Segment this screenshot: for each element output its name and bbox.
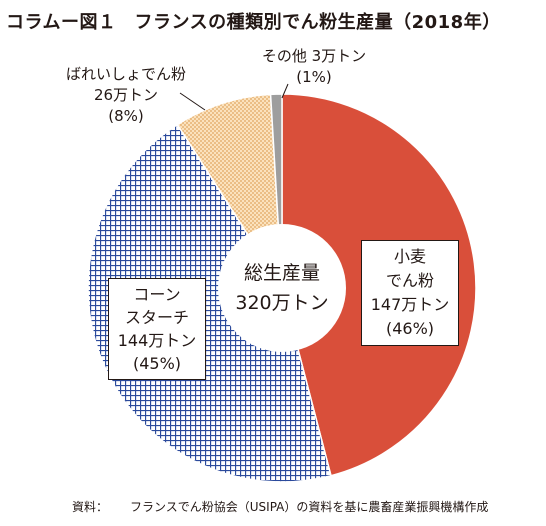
label-wheat-starch: 小麦 でん粉 147万トン (46%) — [361, 240, 459, 346]
corn-line2: スターチ — [124, 308, 189, 327]
other-line1: その他 3万トン — [261, 47, 367, 65]
center-line2: 320万トン — [235, 292, 329, 314]
potato-line2: 26万トン — [93, 86, 159, 104]
wheat-line2: でん粉 — [385, 271, 434, 290]
other-leader-line — [281, 83, 289, 99]
center-line1: 総生産量 — [243, 262, 320, 284]
wheat-line3: 147万トン — [370, 295, 450, 314]
label-corn-starch: コーン スターチ 144万トン (45%) — [108, 278, 206, 380]
title-text: フランスの種類別でん粉生産量（2018年） — [134, 12, 501, 33]
potato-leader-line — [179, 92, 206, 111]
donut-hole — [218, 224, 346, 352]
corn-line1: コーン — [133, 285, 181, 304]
corn-line3: 144万トン — [117, 331, 197, 350]
label-other: その他 3万トン (1%) — [244, 46, 384, 88]
center-total-label: 総生産量 320万トン — [222, 258, 342, 318]
chart-title: コラムー図１ フランスの種類別でん粉生産量（2018年） — [6, 8, 501, 34]
wheat-line1: 小麦 — [393, 247, 426, 266]
figure-number: コラムー図１ — [6, 12, 117, 33]
slice-corn-starch — [87, 123, 332, 483]
other-line2: (1%) — [296, 68, 332, 86]
wheat-line4: (46%) — [385, 319, 435, 338]
source-label: 資料： — [72, 500, 109, 514]
source-note: 資料： フランスでん粉協会（USIPA）の資料を基に農畜産業振興機構作成 — [72, 498, 488, 515]
source-text: フランスでん粉協会（USIPA）の資料を基に農畜産業振興機構作成 — [130, 500, 489, 514]
label-potato-starch: ばれいしょでん粉 26万トン (8%) — [56, 64, 196, 127]
corn-line4: (45%) — [132, 354, 182, 373]
potato-line3: (8%) — [108, 107, 144, 125]
potato-line1: ばれいしょでん粉 — [65, 65, 186, 83]
